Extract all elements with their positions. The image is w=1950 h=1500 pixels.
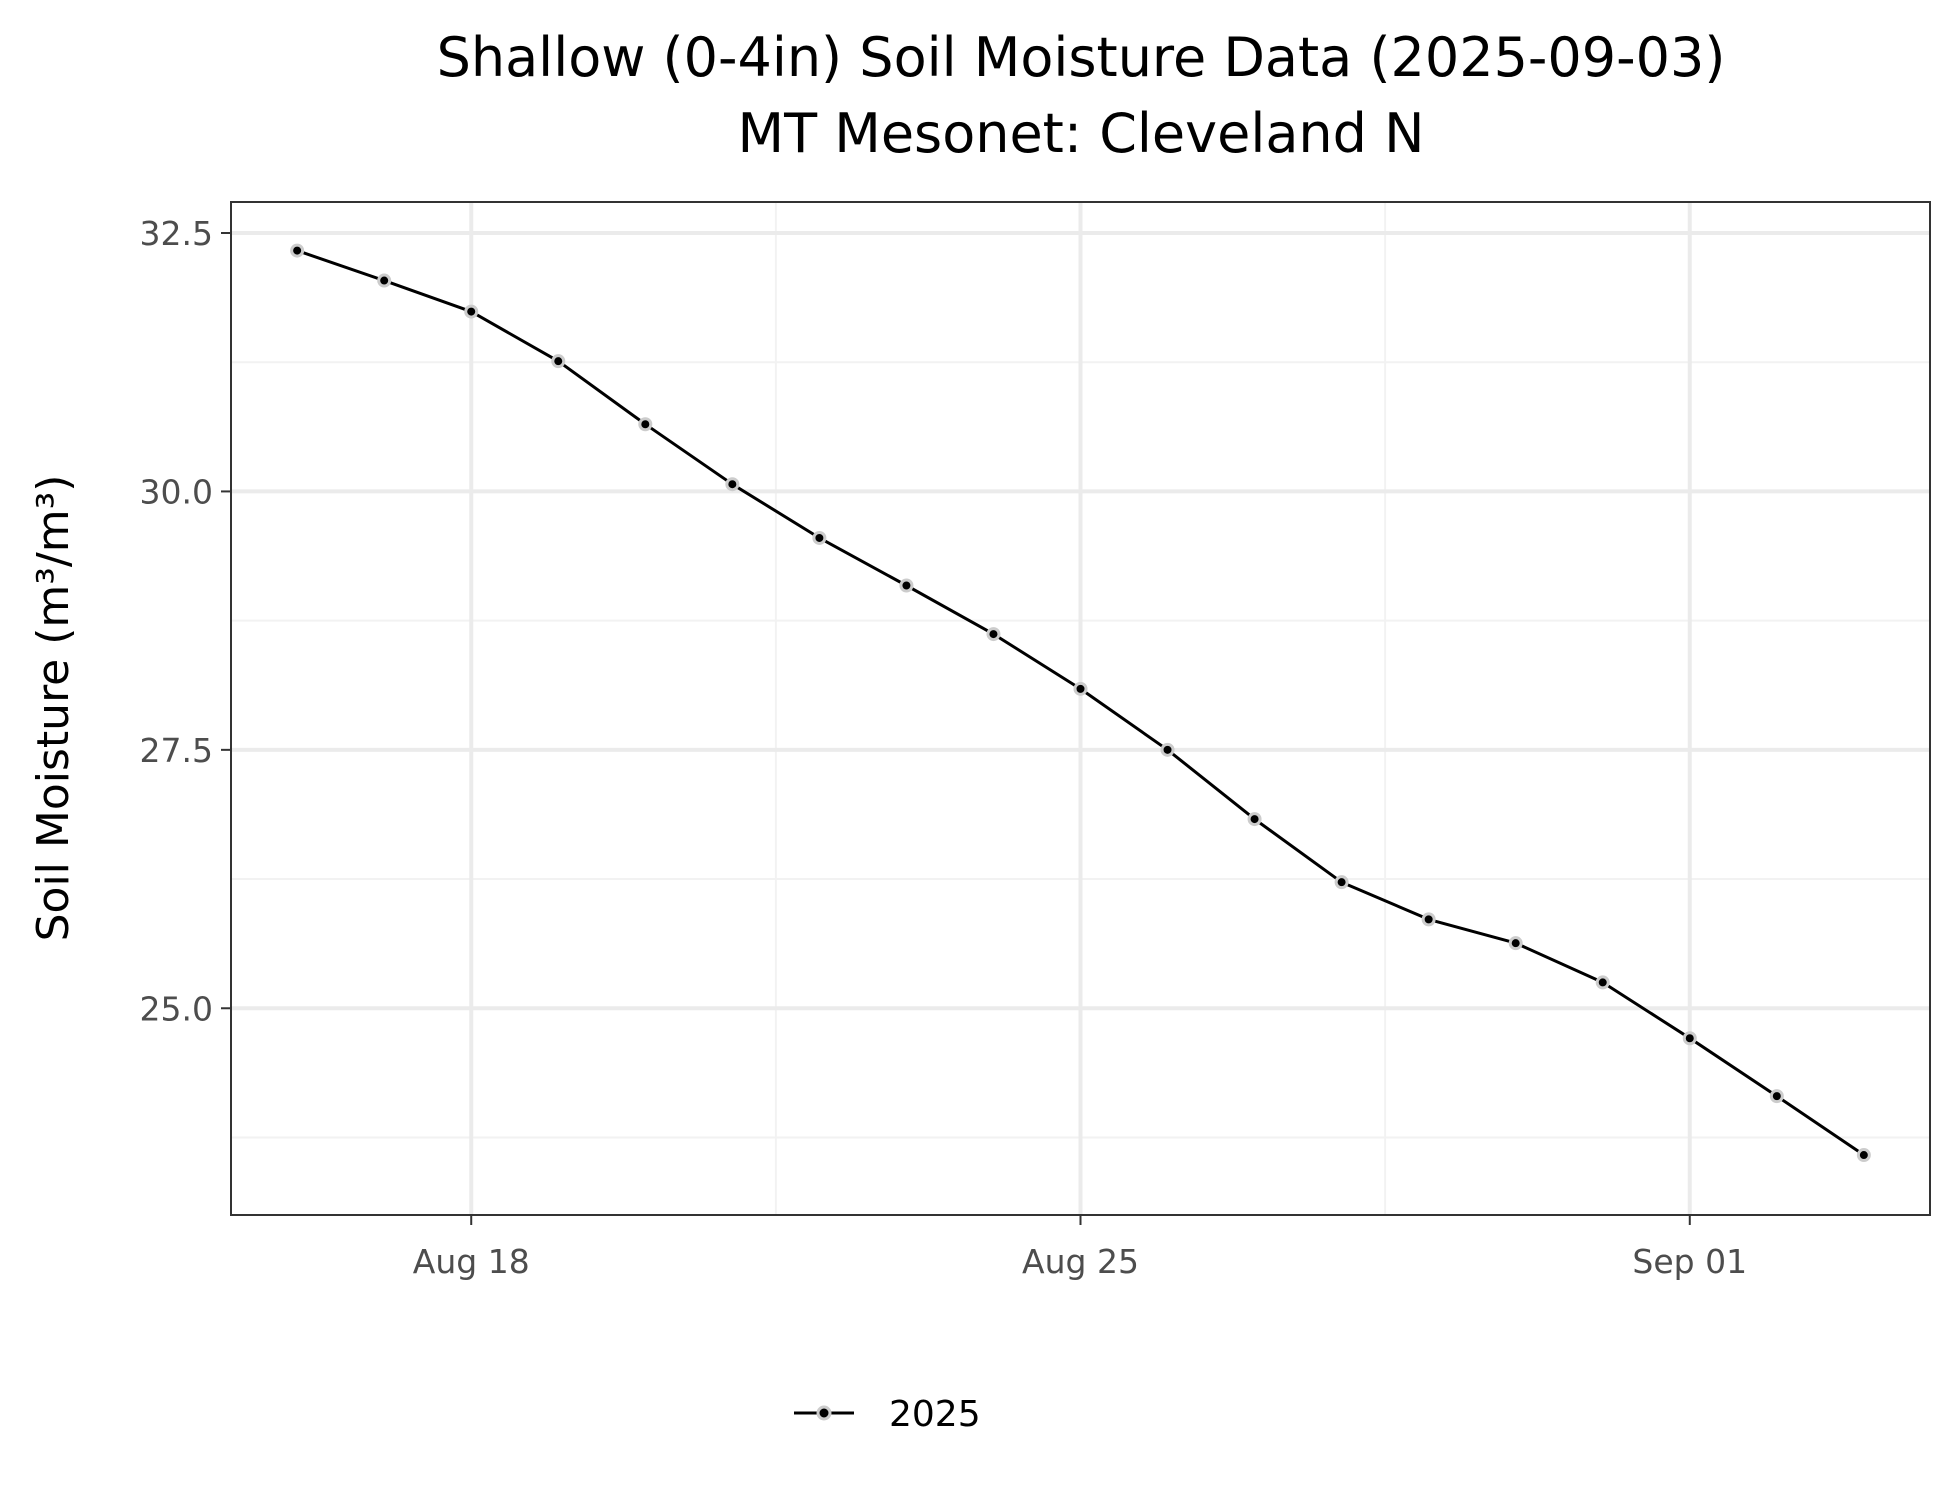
data-point	[1769, 1089, 1784, 1104]
data-point	[1160, 742, 1175, 757]
y-tick-label: 25.0	[140, 989, 213, 1028]
legend: 2025	[794, 1394, 981, 1435]
data-point	[1421, 912, 1436, 927]
data-point	[986, 627, 1001, 642]
y-axis-title: Soil Moisture (m³/m³)	[28, 475, 79, 942]
x-tick-label: Aug 25	[1022, 1242, 1139, 1281]
x-tick-label: Sep 01	[1632, 1242, 1747, 1281]
legend-label-2025: 2025	[889, 1394, 981, 1435]
data-point	[812, 530, 827, 545]
x-axis: Aug 18 Aug 25 Sep 01	[413, 1215, 1747, 1281]
major-gridlines	[231, 202, 1930, 1215]
data-point	[551, 354, 566, 369]
data-point	[290, 243, 305, 258]
y-axis: 25.0 27.5 30.0 32.5	[140, 214, 231, 1028]
data-point	[1595, 975, 1610, 990]
data-point	[1334, 875, 1349, 890]
data-point	[377, 273, 392, 288]
data-point	[464, 304, 479, 319]
data-point	[1856, 1148, 1871, 1163]
legend-point-key	[816, 1405, 832, 1421]
series-layer	[290, 243, 1871, 1163]
y-tick-label: 32.5	[140, 214, 213, 253]
y-tick-label: 30.0	[140, 472, 213, 511]
y-tick-label: 27.5	[140, 731, 213, 770]
data-point	[899, 578, 914, 593]
chart-subtitle: MT Mesonet: Cleveland N	[738, 102, 1425, 165]
data-point	[725, 477, 740, 492]
data-point	[1682, 1031, 1697, 1046]
data-point	[1073, 681, 1088, 696]
data-point	[638, 417, 653, 432]
x-tick-label: Aug 18	[413, 1242, 530, 1281]
data-point	[1508, 936, 1523, 951]
data-point	[1247, 812, 1262, 827]
chart-title: Shallow (0-4in) Soil Moisture Data (2025…	[437, 26, 1726, 89]
